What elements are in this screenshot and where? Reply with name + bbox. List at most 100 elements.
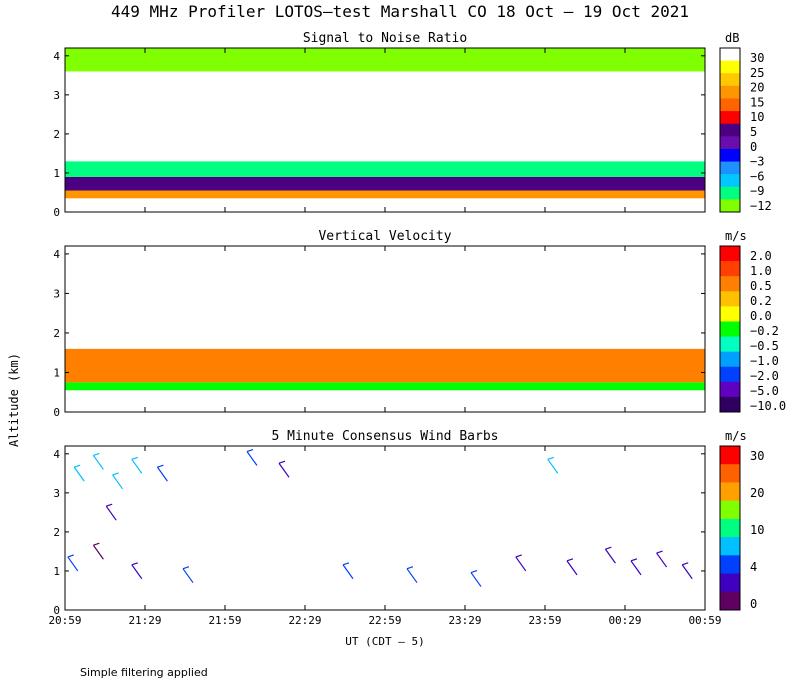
colorbar-segment [720, 555, 740, 575]
panel-title: 5 Minute Consensus Wind Barbs [272, 429, 499, 444]
x-tick-label: 22:29 [288, 614, 321, 627]
colorbar-segment [720, 186, 740, 200]
colorbar-label: 30 [750, 449, 764, 463]
wind-barb-flag [547, 456, 554, 460]
y-tick-label: 4 [53, 448, 60, 461]
colorbar-frame [719, 245, 741, 413]
colorbar-label: 0.2 [750, 294, 772, 308]
wind-barb-flag [93, 542, 100, 546]
colorbar-label: −10.0 [750, 399, 786, 413]
wind-barb [131, 564, 143, 580]
colorbar-label: 0 [750, 140, 757, 154]
wind-barb-flag [131, 456, 138, 460]
colorbar-segment [720, 246, 740, 262]
figure-title: 449 MHz Profiler LOTOS–test Marshall CO … [111, 2, 689, 21]
x-tick-label: 00:59 [688, 614, 721, 627]
y-tick-label: 2 [53, 327, 60, 340]
heatmap-layer [65, 246, 705, 349]
colorbar-label: −12 [750, 199, 772, 213]
x-tick-label: 21:59 [208, 614, 241, 627]
colorbar-segment [720, 591, 740, 611]
y-tick-label: 1 [53, 366, 60, 379]
wind-barb [566, 560, 578, 576]
colorbar-segment [720, 573, 740, 593]
time-axis-label: UT (CDT – 5) [345, 635, 424, 648]
wind-barb [182, 568, 194, 584]
colorbar-segment [720, 261, 740, 277]
colorbar-segment [720, 174, 740, 188]
wind-barb [131, 458, 143, 474]
wind-barb-flag [682, 562, 689, 566]
colorbar-label: 10 [750, 110, 764, 124]
heatmap-layer [65, 161, 705, 177]
colorbar-segment [720, 276, 740, 292]
x-tick-label: 23:59 [528, 614, 561, 627]
wind-barb-flag [656, 550, 663, 554]
y-tick-label: 2 [53, 526, 60, 539]
filtering-footnote: Simple filtering applied [80, 666, 208, 679]
colorbar-segment [720, 123, 740, 137]
colorbar-segment [720, 500, 740, 520]
colorbar-segment [720, 381, 740, 398]
wind-barb [67, 556, 79, 572]
wind-barb-flag [566, 558, 574, 562]
panel-title: Vertical Velocity [318, 229, 451, 244]
heatmap-layer [65, 176, 705, 191]
wind-barb [681, 564, 693, 580]
heatmap-layer [65, 48, 705, 72]
colorbar-segment [720, 351, 740, 368]
wind-barb [278, 462, 290, 478]
wind-barb-flag [157, 464, 164, 468]
heatmap-layer [65, 382, 705, 391]
wind-barb-flag [470, 570, 478, 574]
colorbar-label: −0.2 [750, 324, 779, 338]
wind-barb [406, 568, 418, 584]
colorbar-segment [720, 366, 740, 383]
y-tick-label: 3 [53, 487, 60, 500]
wind-barb-flag [630, 558, 638, 562]
colorbar-frame [719, 445, 741, 611]
colorbar-segment [720, 321, 740, 338]
wind-barb-flag [406, 566, 414, 570]
colorbar-segment [720, 464, 740, 483]
wind-barb [92, 455, 104, 470]
colorbar-label: −3 [750, 155, 764, 169]
colorbar-label: 4 [750, 560, 757, 574]
colorbar-label: 2.0 [750, 249, 772, 263]
y-tick-label: 0 [53, 206, 60, 219]
colorbar-segment [720, 537, 740, 556]
x-tick-label: 22:59 [368, 614, 401, 627]
panel-title: Signal to Noise Ratio [303, 31, 467, 46]
wind-barb [156, 466, 168, 482]
wind-barb [604, 548, 616, 564]
wind-barb [342, 564, 354, 580]
y-tick-label: 4 [53, 248, 60, 261]
y-tick-label: 0 [53, 604, 60, 617]
colorbar-label: 1.0 [750, 264, 772, 278]
wind-barb [105, 505, 117, 521]
wind-barbs-panel: 5 Minute Consensus Wind Barbs 0 1 2 3 4 20:59 2… [48, 429, 764, 627]
x-tick-label: 23:29 [448, 614, 481, 627]
wind-barb [630, 560, 642, 576]
wind-barb [73, 466, 85, 482]
colorbar-segment [720, 161, 740, 175]
colorbar-label: 25 [750, 66, 764, 80]
wind-barb-flag [131, 562, 138, 566]
colorbar-segment [720, 73, 740, 87]
colorbar-label: −1.0 [750, 354, 779, 368]
colorbar-segment [720, 446, 740, 465]
plot-frame [64, 445, 706, 611]
y-tick-label: 1 [53, 167, 60, 180]
colorbar-segment [720, 291, 740, 307]
y-tick-label: 1 [53, 565, 60, 578]
wind-barb-flag [342, 562, 350, 566]
colorbar-label: −9 [750, 184, 764, 198]
wind-barb-flag [106, 503, 113, 507]
colorbar-segment [720, 85, 740, 99]
colorbar-label: −5.0 [750, 384, 779, 398]
colorbar-unit: dB [725, 31, 739, 45]
colorbar-label: −0.5 [750, 339, 779, 353]
heatmap-layer [65, 190, 705, 199]
colorbar-segment [720, 136, 740, 150]
colorbar-segment [720, 396, 740, 413]
